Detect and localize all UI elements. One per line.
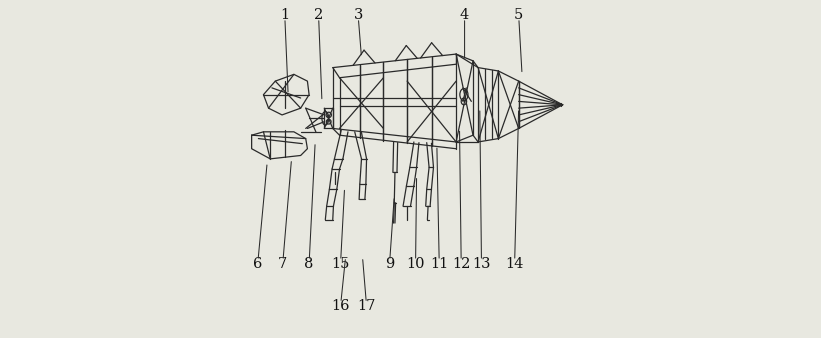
Text: 2: 2 <box>314 8 323 22</box>
Text: 17: 17 <box>357 299 376 313</box>
Text: 1: 1 <box>280 8 289 22</box>
Text: 8: 8 <box>305 257 314 271</box>
Text: 3: 3 <box>353 8 363 22</box>
Text: 12: 12 <box>452 257 470 271</box>
Text: 9: 9 <box>385 257 394 271</box>
Text: 4: 4 <box>460 8 470 22</box>
Text: 7: 7 <box>278 257 287 271</box>
Text: 16: 16 <box>332 299 350 313</box>
Text: 10: 10 <box>406 257 424 271</box>
Text: 5: 5 <box>514 8 523 22</box>
Text: 13: 13 <box>472 257 491 271</box>
Text: 6: 6 <box>253 257 263 271</box>
Text: 14: 14 <box>506 257 524 271</box>
Text: 15: 15 <box>332 257 350 271</box>
Text: 11: 11 <box>430 257 448 271</box>
